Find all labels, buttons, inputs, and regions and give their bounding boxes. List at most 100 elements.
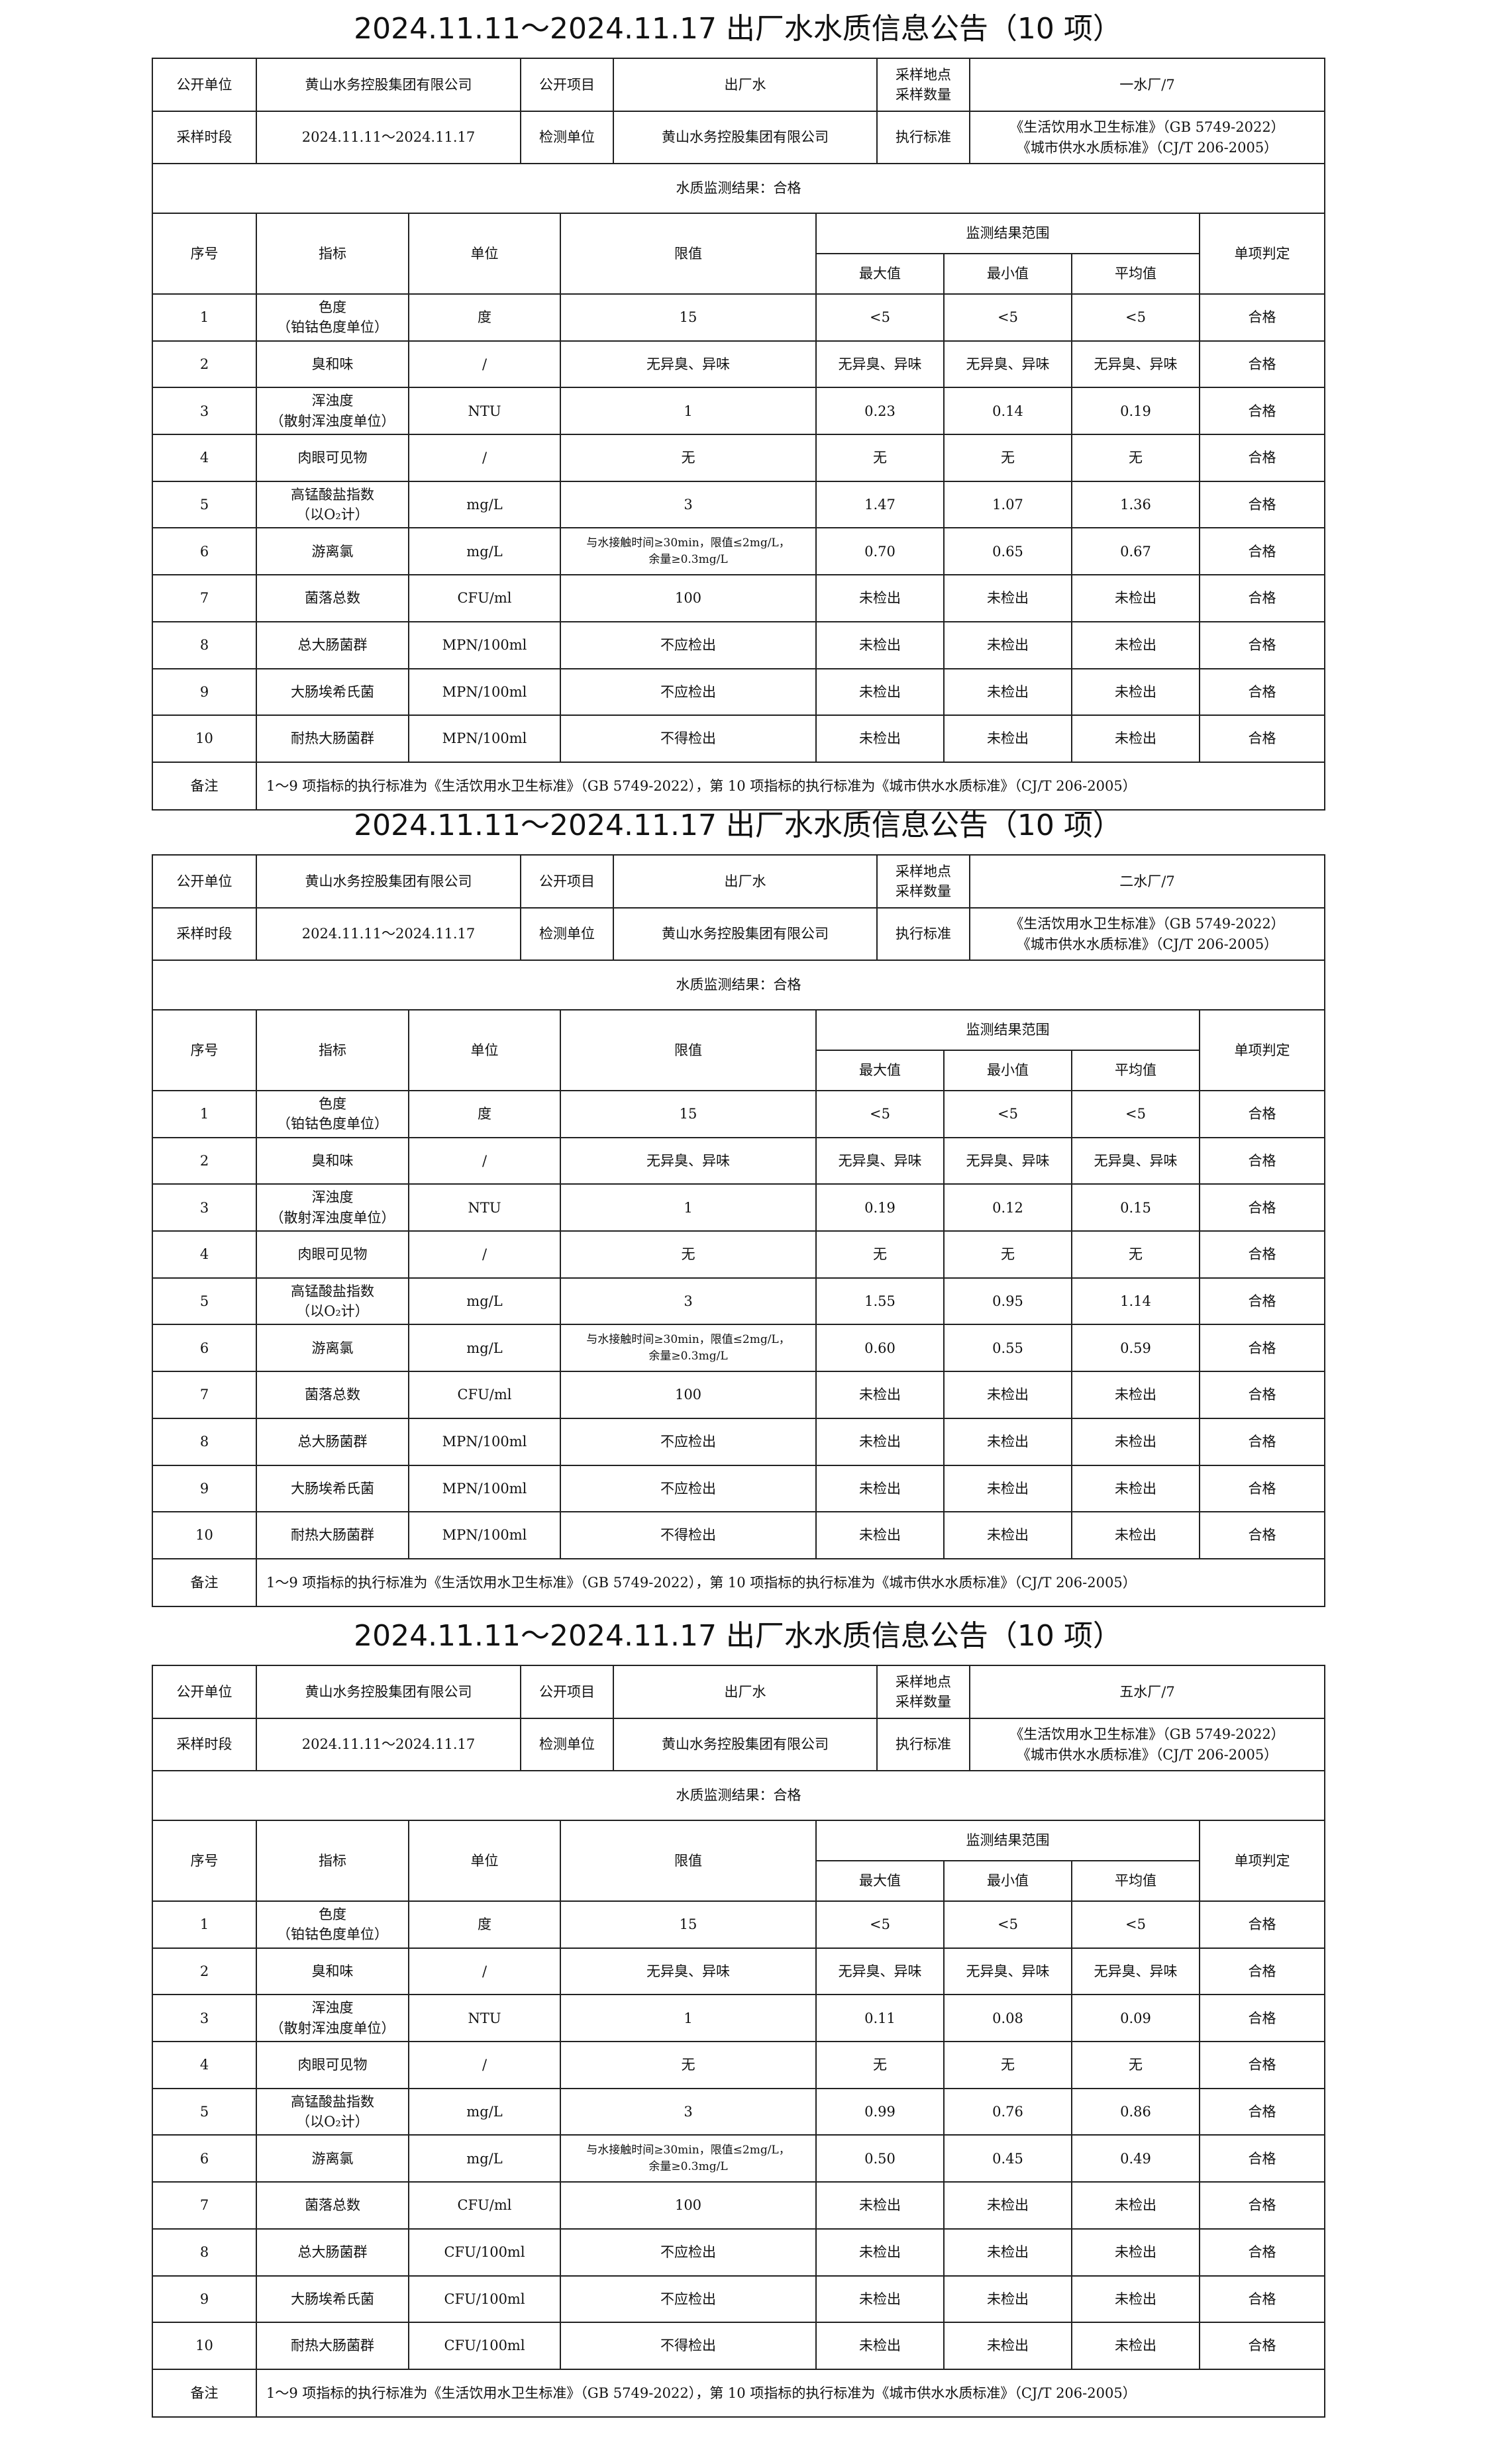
cell-verdict: 合格 [1199, 1231, 1326, 1279]
cell-max: 1.55 [815, 1277, 945, 1326]
cell-indicator: 肉眼可见物 [256, 434, 409, 482]
cell-seq: 9 [152, 1465, 257, 1513]
cell-unit: NTU [408, 387, 561, 436]
header-max: 最大值 [815, 1861, 945, 1902]
cell-verdict: 合格 [1199, 2275, 1326, 2324]
header-indicator: 指标 [256, 1821, 409, 1902]
cell-max: 0.19 [815, 1184, 945, 1232]
report-info-table: 公开单位 黄山水务控股集团有限公司 公开项目 出厂水 采样地点 采样数量 二水厂/7 采样时… [152, 854, 1325, 1010]
cell-indicator: 游离氯 [256, 2135, 409, 2183]
cell-unit: MPN/100ml [408, 715, 561, 763]
cell-seq: 7 [152, 2182, 257, 2230]
cell-avg: 0.09 [1070, 1995, 1201, 2043]
standard-label: 执行标准 [876, 1718, 970, 1771]
cell-verdict: 合格 [1199, 528, 1326, 576]
cell-unit: mg/L [408, 2088, 561, 2136]
cell-limit: 不应检出 [560, 2275, 817, 2324]
cell-indicator: 高锰酸盐指数 （以O₂计） [256, 2088, 409, 2136]
cell-unit: mg/L [408, 2135, 561, 2183]
cell-min: 未检出 [943, 2182, 1072, 2230]
header-unit: 单位 [408, 1821, 561, 1902]
standard-label: 执行标准 [876, 908, 970, 961]
table-row: 2 臭和味 / 无异臭、异味 无异臭、异味 无异臭、异味 无异臭、异味 合格 [152, 1947, 1326, 1996]
cell-indicator: 肉眼可见物 [256, 2042, 409, 2089]
cell-indicator: 耐热大肠菌群 [256, 715, 409, 763]
cell-max: 未检出 [815, 2322, 945, 2370]
result-summary: 水质监测结果：合格 [152, 960, 1325, 1010]
cell-limit: 不应检出 [560, 621, 817, 669]
cell-limit: 不得检出 [560, 715, 817, 763]
report-2: 2024.11.11～2024.11.17 出厂水水质信息公告（10 项） 公开单… [152, 797, 1326, 1607]
cell-unit: mg/L [408, 1277, 561, 1326]
cell-verdict: 合格 [1199, 1371, 1326, 1419]
cell-seq: 1 [152, 294, 257, 342]
cell-avg: 0.49 [1070, 2135, 1201, 2183]
cell-limit: 100 [560, 575, 817, 622]
cell-verdict: 合格 [1199, 1901, 1326, 1949]
cell-min: 无 [943, 434, 1072, 482]
cell-min: 无 [943, 1231, 1072, 1279]
cell-avg: 未检出 [1070, 715, 1201, 763]
table-row: 3 浑浊度 （散射浑浊度单位） NTU 1 0.19 0.12 0.15 合格 [152, 1184, 1326, 1232]
cell-verdict: 合格 [1199, 434, 1326, 482]
period-value: 2024.11.11～2024.11.17 [256, 111, 521, 164]
cell-unit: 度 [408, 1091, 561, 1138]
sampling-site-value: 五水厂/7 [969, 1665, 1325, 1719]
header-seq: 序号 [152, 1821, 257, 1902]
cell-unit: / [408, 2042, 561, 2089]
remark-text: 1～9 项指标的执行标准为《生活饮用水卫生标准》（GB 5749-2022），第… [255, 2369, 1326, 2418]
cell-unit: / [408, 1947, 561, 1996]
cell-unit: mg/L [408, 528, 561, 576]
period-value: 2024.11.11～2024.11.17 [256, 908, 521, 961]
cell-indicator: 耐热大肠菌群 [256, 1512, 409, 1559]
cell-limit: 15 [560, 1091, 817, 1138]
header-seq: 序号 [152, 214, 257, 295]
cell-limit: 100 [560, 2182, 817, 2230]
cell-limit: 100 [560, 1371, 817, 1419]
cell-limit: 不应检出 [560, 2228, 817, 2277]
remark-text: 1～9 项指标的执行标准为《生活饮用水卫生标准》（GB 5749-2022），第… [255, 762, 1326, 811]
cell-seq: 8 [152, 2228, 257, 2277]
cell-min: 0.65 [943, 528, 1072, 576]
report-title: 2024.11.11～2024.11.17 出厂水水质信息公告（10 项） [354, 809, 1122, 842]
standard-value: 《生活饮用水卫生标准》（GB 5749-2022） 《城市供水水质标准》（CJ/… [969, 908, 1325, 961]
standard-value: 《生活饮用水卫生标准》（GB 5749-2022） 《城市供水水质标准》（CJ/… [969, 111, 1325, 164]
cell-limit: 不得检出 [560, 2322, 817, 2370]
item-label: 公开项目 [520, 58, 614, 112]
cell-seq: 6 [152, 1324, 257, 1373]
cell-indicator: 色度 （铂钴色度单位） [256, 294, 409, 342]
table-row: 6 游离氯 mg/L 与水接触时间≥30min，限值≤2mg/L， 余量≥0.3mg/… [152, 2135, 1326, 2183]
cell-unit: NTU [408, 1995, 561, 2043]
cell-indicator: 臭和味 [256, 1947, 409, 1996]
cell-verdict: 合格 [1199, 1995, 1326, 2043]
header-min: 最小值 [943, 254, 1072, 295]
cell-seq: 10 [152, 1512, 257, 1559]
cell-limit: 3 [560, 481, 817, 529]
cell-avg: 未检出 [1070, 2228, 1201, 2277]
cell-avg: 无 [1070, 434, 1201, 482]
cell-indicator: 色度 （铂钴色度单位） [256, 1901, 409, 1949]
cell-verdict: 合格 [1199, 1091, 1326, 1138]
table-row: 4 肉眼可见物 / 无无无无合格 [152, 2042, 1326, 2089]
cell-min: 未检出 [943, 1418, 1072, 1466]
cell-unit: CFU/100ml [408, 2322, 561, 2370]
cell-avg: 无异臭、异味 [1070, 340, 1201, 389]
cell-indicator: 游离氯 [256, 1324, 409, 1373]
header-range: 监测结果范围 [815, 1010, 1201, 1051]
cell-avg: 无异臭、异味 [1070, 1947, 1201, 1996]
cell-max: 0.70 [815, 528, 945, 576]
sampling-site-value: 一水厂/7 [969, 58, 1325, 112]
cell-min: 未检出 [943, 668, 1072, 716]
report-title: 2024.11.11～2024.11.17 出厂水水质信息公告（10 项） [354, 1619, 1122, 1653]
cell-seq: 3 [152, 387, 257, 436]
cell-max: <5 [815, 294, 945, 342]
cell-max: 未检出 [815, 1465, 945, 1513]
cell-limit: 与水接触时间≥30min，限值≤2mg/L， 余量≥0.3mg/L [560, 528, 817, 576]
cell-max: 未检出 [815, 621, 945, 669]
cell-min: 未检出 [943, 2275, 1072, 2324]
cell-limit: 1 [560, 1184, 817, 1232]
standard-value: 《生活饮用水卫生标准》（GB 5749-2022） 《城市供水水质标准》（CJ/… [969, 1718, 1325, 1771]
cell-unit: / [408, 340, 561, 389]
cell-min: 未检出 [943, 1465, 1072, 1513]
table-row: 10 耐热大肠菌群 CFU/100ml 不得检出 未检出 未检出 未检出 合格 [152, 2322, 1326, 2370]
